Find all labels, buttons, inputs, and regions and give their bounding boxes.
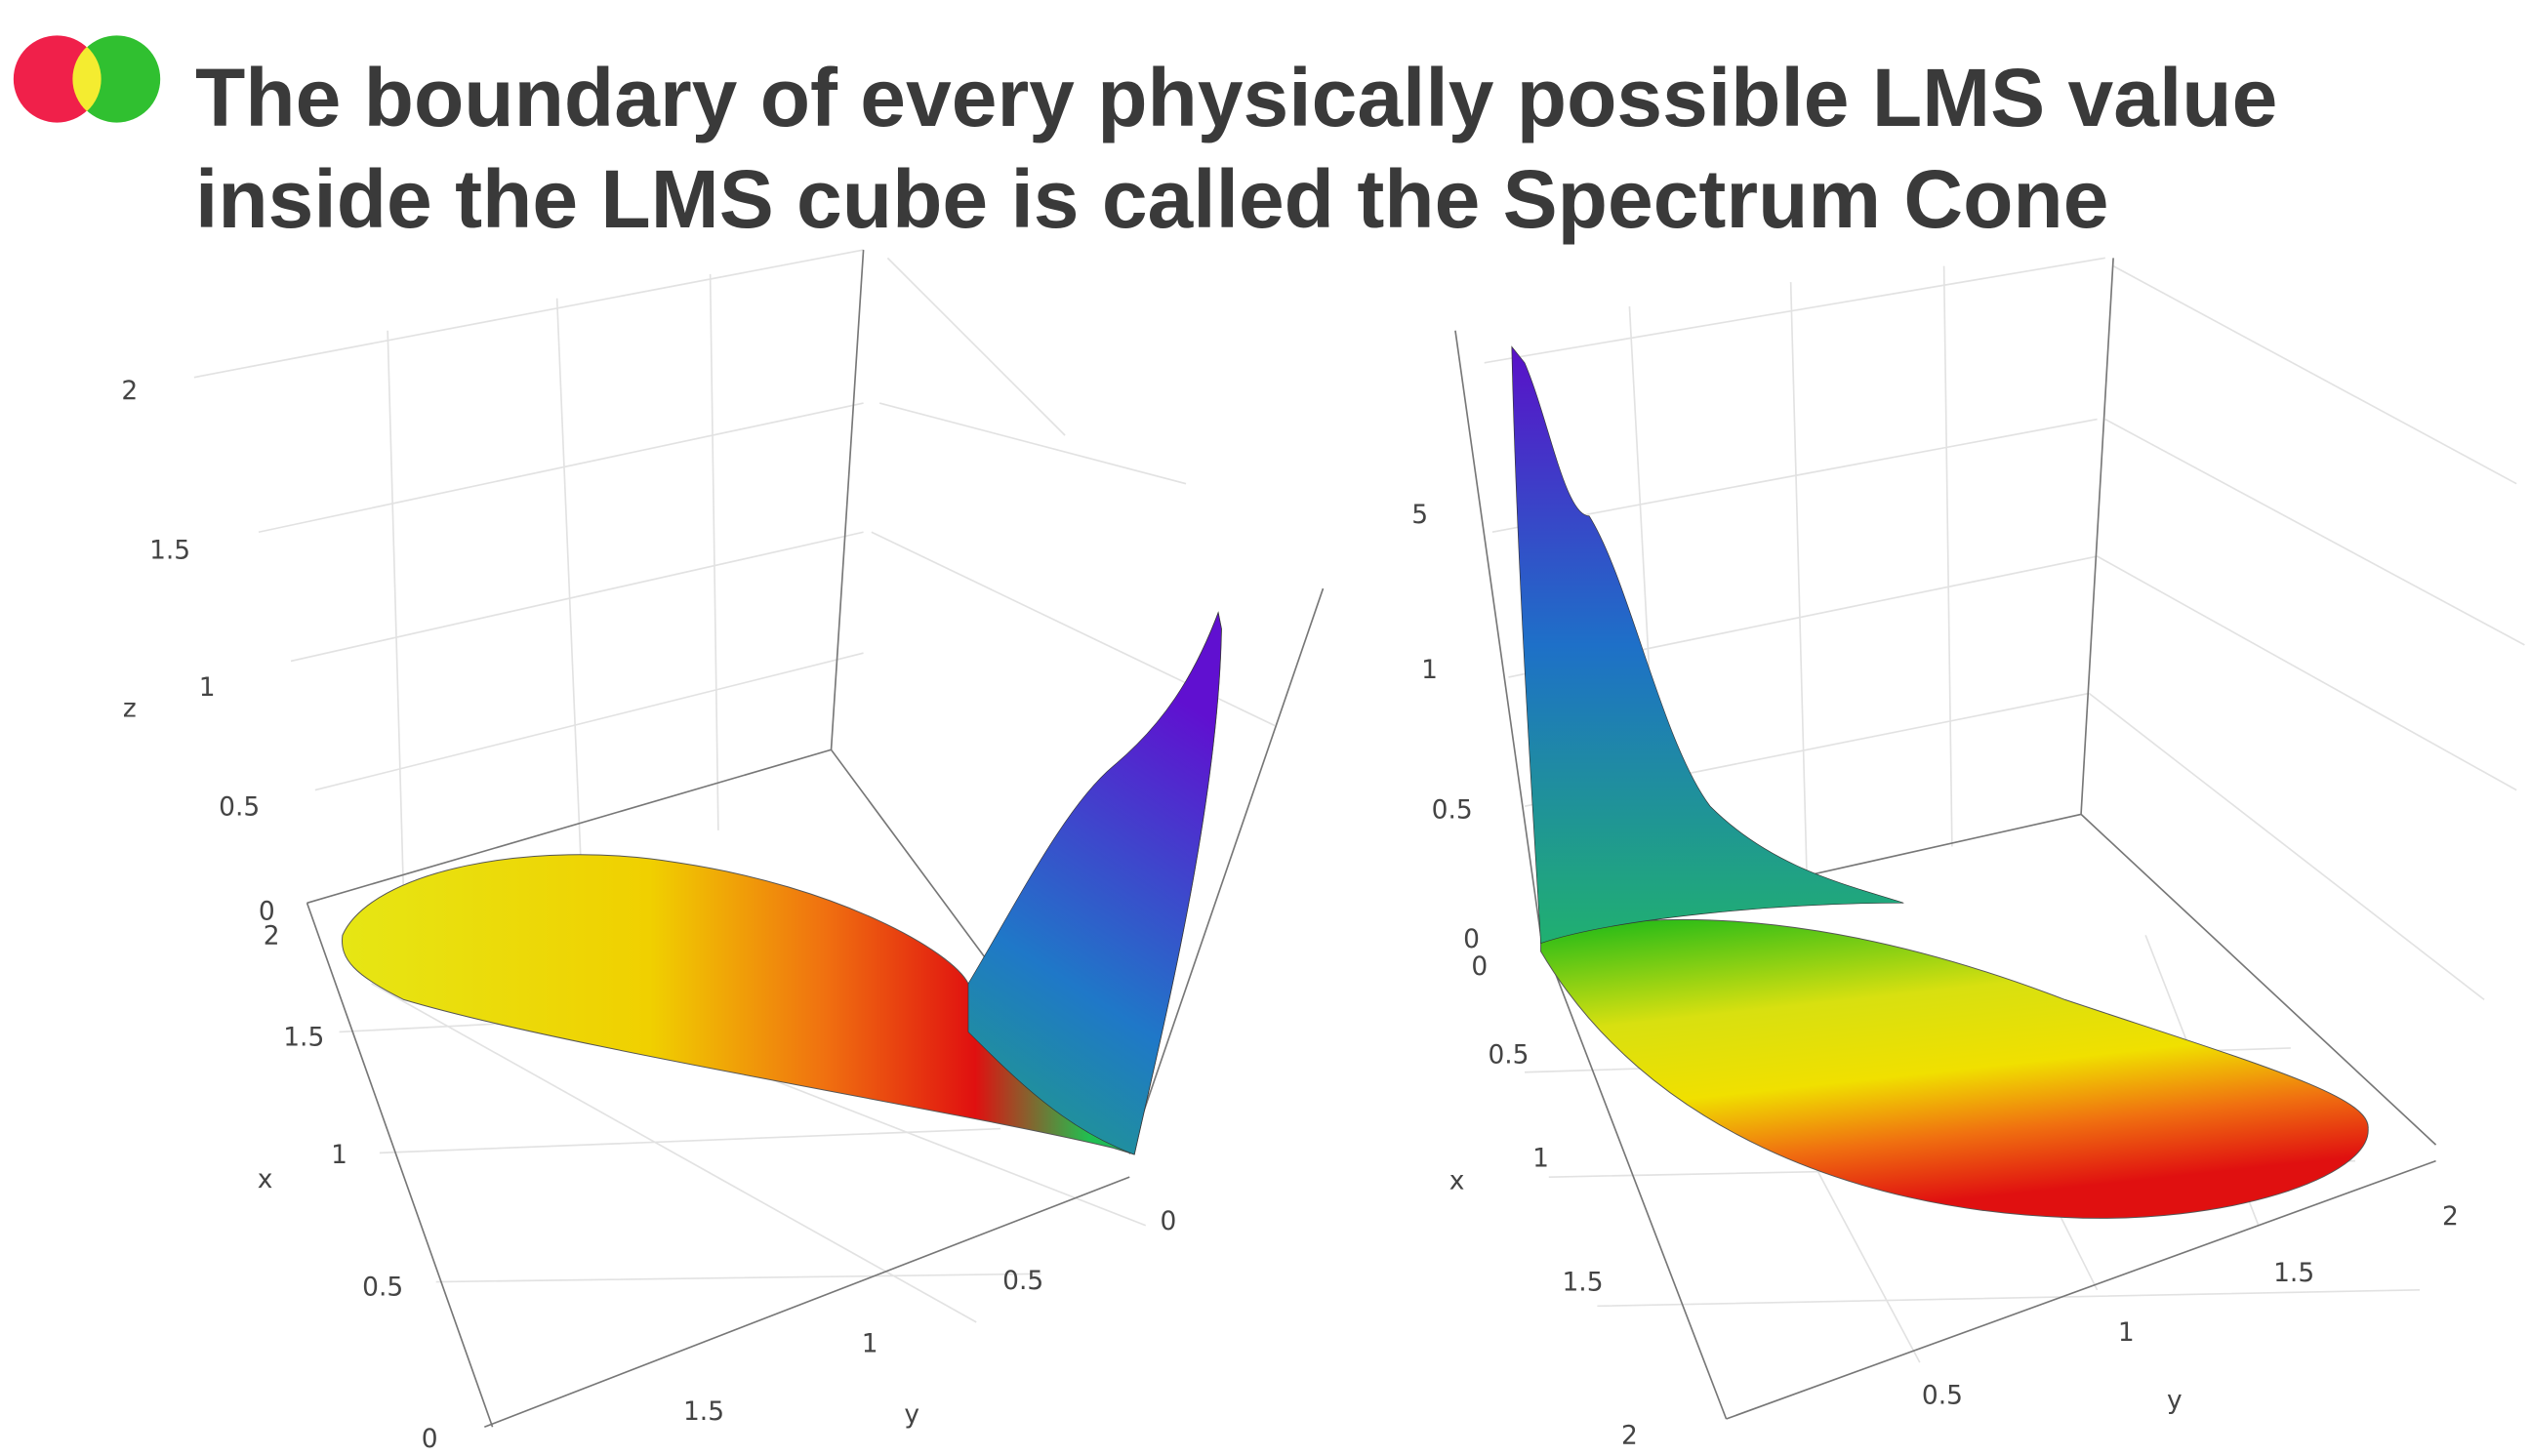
z-tick-label: 0 xyxy=(259,897,275,927)
logo xyxy=(13,35,161,123)
x-tick-label: 0 xyxy=(422,1424,438,1454)
x-axis-label: x xyxy=(258,1164,273,1194)
z-tick-label: 5 xyxy=(1411,500,1428,530)
x-tick-label: 0 xyxy=(1471,951,1488,982)
y-tick-label: 1 xyxy=(862,1328,878,1358)
x-tick-label: 0.5 xyxy=(362,1273,403,1303)
y-tick-label: 0 xyxy=(1160,1206,1176,1236)
z-tick-label: 1 xyxy=(1421,655,1438,685)
z-tick-label: 2 xyxy=(121,376,138,406)
slide-title: The boundary of every physically possibl… xyxy=(195,52,2278,245)
z-tick-label: 1 xyxy=(199,672,216,703)
z-axis-label: z xyxy=(123,693,137,723)
y-tick-label: 0.5 xyxy=(1002,1266,1043,1296)
x-tick-label: 1 xyxy=(331,1140,347,1170)
z-tick-label: 1.5 xyxy=(149,536,190,566)
x-tick-label: 1.5 xyxy=(1562,1268,1603,1298)
y-axis-label: y xyxy=(2167,1385,2183,1415)
x-axis-label: x xyxy=(1449,1166,1465,1196)
x-tick-label: 2 xyxy=(264,920,280,950)
z-tick-label: 0.5 xyxy=(1432,795,1473,826)
y-tick-label: 1.5 xyxy=(683,1396,724,1427)
x-tick-label: 1 xyxy=(1532,1143,1549,1173)
y-tick-label: 1.5 xyxy=(2273,1258,2314,1288)
x-tick-label: 1.5 xyxy=(283,1023,324,1053)
y-tick-label: 2 xyxy=(2442,1201,2459,1232)
y-tick-label: 1 xyxy=(2118,1317,2135,1348)
x-tick-label: 2 xyxy=(1621,1421,1638,1451)
y-tick-label: 0.5 xyxy=(1922,1380,1963,1410)
y-axis-label: y xyxy=(904,1399,919,1430)
labels: 2 1.5 1 0.5 0 z 2 1.5 1 0.5 0 x 0 0.5 1 … xyxy=(121,376,2458,1454)
left-surface xyxy=(342,611,1222,1155)
z-tick-label: 0 xyxy=(1463,924,1480,954)
right-surface xyxy=(1511,345,2369,1219)
z-tick-label: 0.5 xyxy=(219,791,260,822)
x-tick-label: 0.5 xyxy=(1488,1040,1529,1071)
